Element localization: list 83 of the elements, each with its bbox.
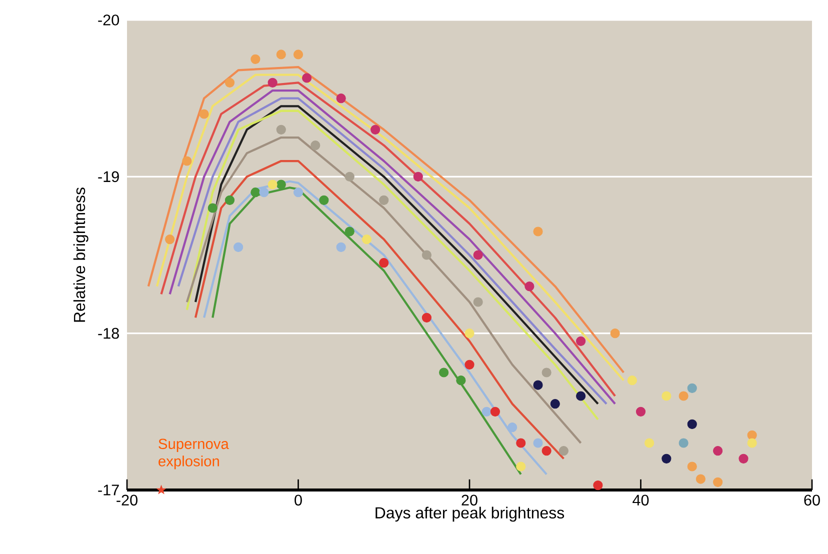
point [413, 172, 423, 182]
point [738, 454, 748, 464]
point [276, 124, 286, 134]
point [344, 172, 354, 182]
point [293, 188, 304, 198]
point [276, 50, 286, 60]
point [542, 368, 552, 378]
point [422, 312, 432, 322]
point [293, 50, 304, 60]
point [482, 406, 492, 416]
point [234, 242, 244, 252]
point [678, 391, 688, 401]
point [610, 328, 620, 338]
point [182, 156, 192, 166]
point [250, 54, 260, 64]
point [627, 376, 637, 386]
point [370, 124, 380, 134]
point [542, 446, 552, 456]
point [636, 406, 646, 416]
point [259, 188, 269, 198]
point [336, 242, 346, 252]
point [165, 234, 175, 244]
x-axis-title: Days after peak brightness [376, 506, 564, 522]
point [576, 336, 586, 346]
point [678, 438, 688, 448]
point [516, 438, 526, 448]
point [576, 391, 586, 401]
point [687, 383, 697, 393]
point [156, 485, 166, 494]
point [224, 195, 235, 205]
point [687, 462, 697, 472]
point [439, 368, 449, 378]
point [464, 360, 474, 370]
annotation: Supernova explosion [158, 438, 229, 470]
y-axis-title: Relative brightness [73, 188, 88, 322]
point [456, 376, 466, 386]
x-tick-label: -20 [116, 494, 138, 506]
point [550, 399, 560, 409]
point [199, 109, 209, 119]
x-tick-label: 40 [632, 494, 649, 506]
point [533, 226, 543, 236]
y-tick-label: -19 [98, 171, 119, 182]
point [644, 438, 654, 448]
point [747, 438, 757, 448]
x-tick-label: 20 [462, 494, 478, 506]
point [310, 140, 320, 150]
point [422, 250, 432, 260]
point [268, 78, 278, 88]
point [533, 438, 543, 448]
point [464, 328, 474, 338]
point [473, 250, 483, 260]
point [662, 454, 672, 464]
point [662, 391, 672, 401]
point [558, 446, 568, 456]
point [302, 73, 312, 83]
y-tick-label: -18 [98, 328, 119, 339]
point [713, 477, 723, 487]
point [593, 480, 603, 490]
point [696, 474, 706, 484]
point [224, 78, 235, 88]
point [508, 422, 518, 432]
y-tick-label: -20 [98, 14, 120, 26]
y-tick-label: -17 [98, 484, 119, 496]
point [362, 234, 372, 244]
point [276, 180, 286, 190]
point [268, 180, 278, 190]
point [524, 282, 534, 292]
x-tick-label: 60 [804, 494, 820, 506]
point [490, 406, 500, 416]
point [344, 226, 354, 236]
point [687, 419, 697, 430]
point [379, 258, 389, 268]
point [250, 188, 260, 198]
point [379, 195, 389, 205]
point [319, 195, 329, 205]
point [336, 94, 346, 104]
point [747, 430, 757, 440]
point [713, 446, 723, 456]
x-tick-label: 0 [294, 494, 302, 506]
point [533, 380, 543, 390]
point [473, 297, 483, 307]
point [208, 203, 218, 213]
point [516, 462, 526, 472]
